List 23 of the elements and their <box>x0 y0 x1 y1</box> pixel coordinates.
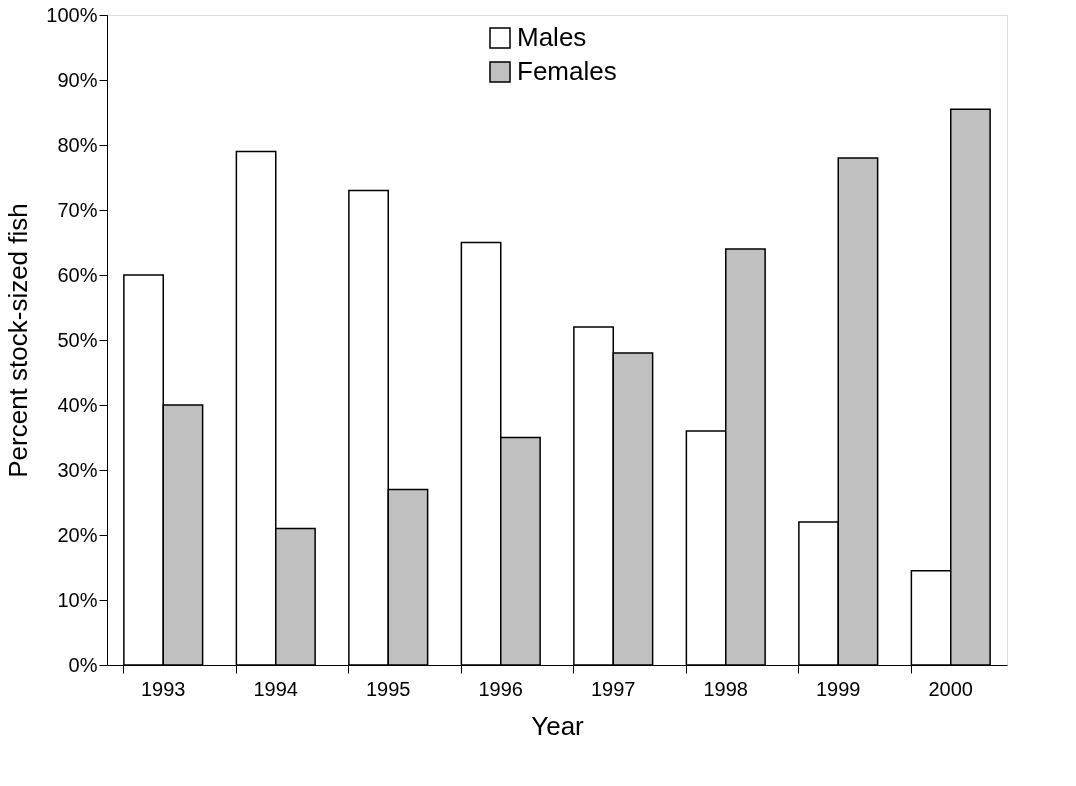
legend-label: Females <box>517 56 617 86</box>
y-tick-label: 70% <box>57 198 98 221</box>
y-tick-label: 30% <box>57 458 98 481</box>
y-tick-label: 100% <box>46 3 98 26</box>
x-tick-label: 2000 <box>928 677 973 700</box>
x-tick-label: 1998 <box>703 677 748 700</box>
y-axis-title: Percent stock-sized fish <box>3 203 34 478</box>
y-tick-label: 10% <box>57 588 98 611</box>
y-tick-label: 60% <box>57 263 98 286</box>
x-tick-label: 1993 <box>141 677 186 700</box>
y-tick-label: 20% <box>57 523 98 546</box>
x-tick-label: 1996 <box>478 677 523 700</box>
x-tick-label: 1994 <box>253 677 298 700</box>
x-axis-title: Year <box>531 710 585 741</box>
x-tick-label: 1997 <box>591 677 636 700</box>
y-tick-label: 50% <box>57 328 98 351</box>
x-tick-label: 1999 <box>816 677 861 700</box>
legend-label: Males <box>517 22 587 52</box>
x-tick-label: 1995 <box>366 677 411 700</box>
y-tick-label: 90% <box>57 68 98 91</box>
y-tick-label: 0% <box>68 653 98 676</box>
y-tick-label: 40% <box>57 393 98 416</box>
y-tick-label: 80% <box>57 133 98 156</box>
